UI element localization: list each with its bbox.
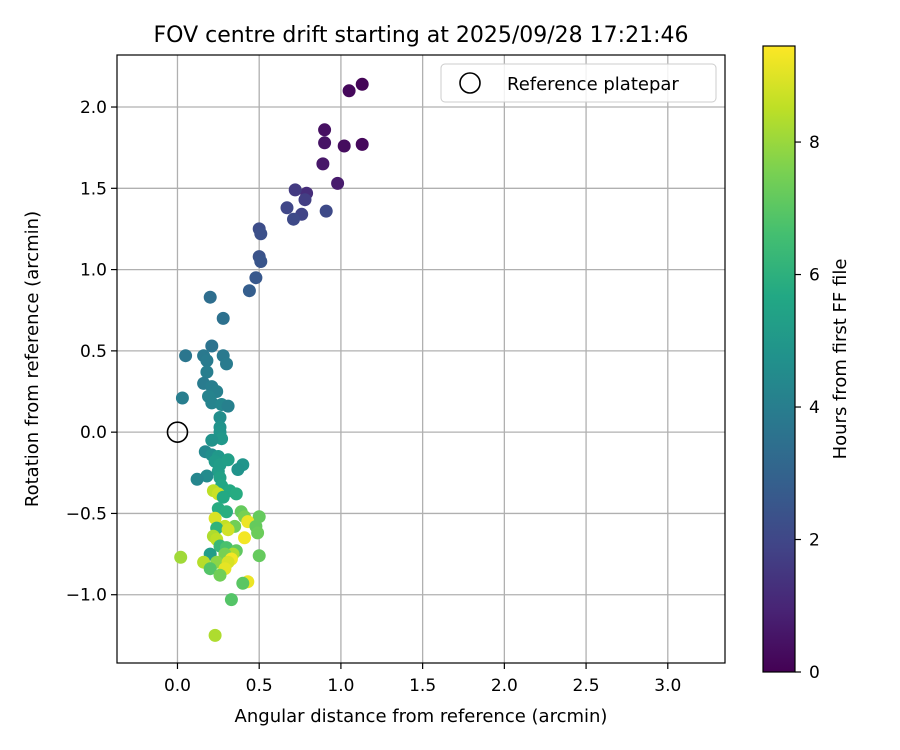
data-point <box>298 193 312 207</box>
colorbar <box>762 45 796 673</box>
data-point <box>221 399 235 413</box>
data-point <box>216 311 230 325</box>
data-point <box>319 204 333 218</box>
y-tick-label: −1.0 <box>66 586 107 606</box>
data-point <box>190 472 204 486</box>
data-point <box>331 176 345 190</box>
data-point <box>242 284 256 298</box>
x-tick-label: 3.0 <box>654 676 681 696</box>
data-point <box>200 469 214 483</box>
legend: Reference platepar <box>440 63 717 103</box>
y-axis-label: Rotation from reference (arcmin) <box>22 211 43 507</box>
data-point <box>179 349 193 363</box>
plot-frame <box>116 54 726 664</box>
data-point <box>200 354 214 368</box>
x-tick-label: 2.0 <box>491 676 518 696</box>
data-point <box>216 490 230 504</box>
scatter-points <box>174 77 369 642</box>
y-axis-ticks: −1.0 −0.5 0.0 0.5 1.0 1.5 2.0 <box>66 98 117 606</box>
y-tick-label: 0.0 <box>80 423 107 443</box>
data-point <box>251 526 265 540</box>
colorbar-tick-label: 8 <box>809 133 820 153</box>
colorbar-tick-label: 0 <box>809 663 820 683</box>
y-tick-label: −0.5 <box>66 504 107 524</box>
x-tick-label: 1.0 <box>327 676 354 696</box>
x-axis-label: Angular distance from reference (arcmin) <box>235 706 608 727</box>
x-tick-label: 0.5 <box>246 676 273 696</box>
data-point <box>174 550 188 564</box>
x-tick-label: 1.5 <box>409 676 436 696</box>
data-point <box>208 628 222 642</box>
data-point <box>213 411 227 424</box>
colorbar-tick-label: 4 <box>809 398 820 418</box>
data-point <box>221 453 235 467</box>
data-point <box>316 157 330 171</box>
data-point <box>280 201 294 215</box>
y-tick-label: 1.5 <box>80 179 107 199</box>
data-point <box>224 593 238 607</box>
colorbar-tick-label: 6 <box>809 266 820 286</box>
data-point <box>175 391 189 405</box>
data-point <box>355 137 369 151</box>
data-point <box>200 365 214 379</box>
data-point <box>254 255 268 268</box>
data-point <box>342 84 356 98</box>
data-point <box>337 139 351 153</box>
colorbar-tick-label: 2 <box>809 531 820 551</box>
x-tick-label: 0.0 <box>164 676 191 696</box>
x-tick-label: 2.5 <box>573 676 600 696</box>
y-tick-label: 0.5 <box>80 342 107 362</box>
data-point <box>355 77 369 91</box>
data-point <box>215 432 229 446</box>
data-point <box>203 290 217 304</box>
data-point <box>252 549 266 563</box>
data-point <box>231 463 245 476</box>
data-point <box>205 339 219 353</box>
data-point <box>229 487 243 501</box>
data-point <box>208 511 222 525</box>
data-point <box>238 531 251 545</box>
legend-marker-icon <box>459 72 481 94</box>
data-point <box>236 576 250 590</box>
data-point <box>254 227 268 241</box>
x-axis-ticks: 0.0 0.5 1.0 1.5 2.0 2.5 3.0 <box>164 663 681 696</box>
colorbar-ticks: 0 2 4 6 8 <box>795 133 820 683</box>
y-tick-label: 2.0 <box>80 98 107 118</box>
data-point <box>205 396 219 410</box>
data-point <box>213 568 227 582</box>
legend-entry-reference-platepar: Reference platepar <box>507 74 679 95</box>
legend-box <box>440 63 717 103</box>
data-point <box>220 505 233 519</box>
data-point <box>220 357 233 371</box>
data-point <box>221 523 235 537</box>
data-point <box>249 271 263 285</box>
data-point <box>288 183 302 197</box>
data-point <box>205 433 219 447</box>
colorbar-label: Hours from first FF file <box>830 259 851 460</box>
chart-title: FOV centre drift starting at 2025/09/28 … <box>154 23 689 48</box>
data-point <box>203 562 217 576</box>
data-point <box>318 136 332 150</box>
data-point <box>318 123 332 137</box>
data-point <box>287 212 300 226</box>
reference-platepar-marker <box>166 421 189 443</box>
y-tick-label: 1.0 <box>80 261 107 281</box>
